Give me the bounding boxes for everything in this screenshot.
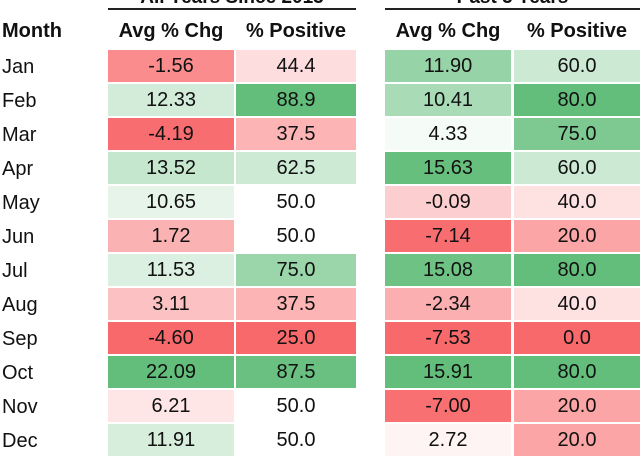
data-cell: -4.19 [108,118,234,151]
data-cell: 87.5 [236,356,356,389]
data-cell: 44.4 [236,50,356,83]
month-label: Nov [2,396,38,418]
data-cell: 50.0 [236,424,356,457]
month-label: Jul [2,260,28,282]
month-label: Apr [2,158,34,180]
data-cell: 4.33 [385,118,511,151]
data-cell: 11.90 [385,50,511,83]
data-cell: 15.08 [385,254,511,287]
data-cell: 3.11 [108,288,234,321]
data-cell: 75.0 [514,118,640,151]
pct-positive-header-past: % Positive [526,20,628,42]
data-cell: 80.0 [514,356,640,389]
data-cell: 40.0 [514,288,640,321]
data-cell: -1.56 [108,50,234,83]
data-cell: 25.0 [236,322,356,355]
data-cell: 15.63 [385,152,511,185]
month-label: Sep [2,328,38,350]
data-cell: 0.0 [514,322,640,355]
data-cell: 1.72 [108,220,234,253]
data-cell: 20.0 [514,390,640,423]
data-cell: 2.72 [385,424,511,457]
data-cell: 22.09 [108,356,234,389]
avg-chg-header-all: Avg % Chg [118,20,224,42]
month-label: May [2,192,40,214]
data-cell: 10.41 [385,84,511,117]
data-cell: 50.0 [236,390,356,423]
data-cell: 6.21 [108,390,234,423]
data-cell: 80.0 [514,254,640,287]
data-cell: -4.60 [108,322,234,355]
data-cell: 20.0 [514,424,640,457]
month-label: Oct [2,362,34,384]
month-label: Mar [2,124,37,146]
data-cell: 15.91 [385,356,511,389]
data-cell: 80.0 [514,84,640,117]
month-label: Aug [2,294,38,316]
data-cell: 13.52 [108,152,234,185]
data-cell: -7.00 [385,390,511,423]
data-cell: 50.0 [236,220,356,253]
month-label: Dec [2,430,38,452]
data-cell: 10.65 [108,186,234,219]
data-cell: 20.0 [514,220,640,253]
data-cell: 60.0 [514,152,640,185]
group-header-all-years: All Years Since 2013 [108,0,356,10]
month-column-header: Month [2,20,62,42]
data-cell: -7.53 [385,322,511,355]
data-cell: 60.0 [514,50,640,83]
month-label: Jun [2,226,35,248]
avg-chg-header-past: Avg % Chg [395,20,501,42]
data-cell: -2.34 [385,288,511,321]
data-cell: 50.0 [236,186,356,219]
month-label: Jan [2,56,35,78]
pct-positive-header-all: % Positive [245,20,347,42]
data-cell: 12.33 [108,84,234,117]
data-cell: 11.53 [108,254,234,287]
data-cell: 40.0 [514,186,640,219]
data-cell: 37.5 [236,288,356,321]
month-label: Feb [2,90,37,112]
data-cell: 37.5 [236,118,356,151]
data-cell: -7.14 [385,220,511,253]
data-cell: 88.9 [236,84,356,117]
data-cell: 62.5 [236,152,356,185]
data-cell: 11.91 [108,424,234,457]
data-cell: 75.0 [236,254,356,287]
data-cell: -0.09 [385,186,511,219]
group-header-past-5-years: Past 5 Years [385,0,640,10]
